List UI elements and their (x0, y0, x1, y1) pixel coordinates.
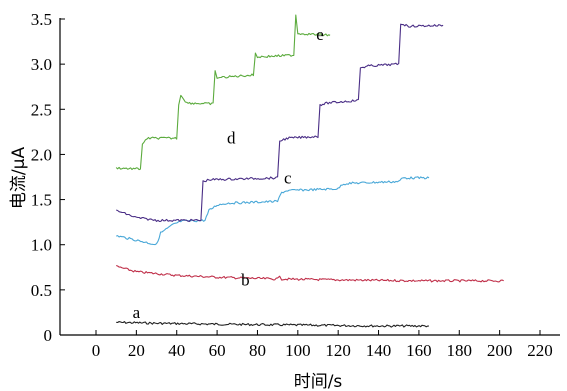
y-tick-label: 0 (44, 326, 53, 345)
x-tick-label: 0 (92, 341, 101, 360)
y-tick-label: 2.5 (31, 100, 52, 119)
y-tick-label: 2.0 (31, 145, 52, 164)
y-tick-label: 3.0 (31, 55, 52, 74)
series-d-line (116, 23, 444, 222)
y-ticks-group: 0 0.5 1.0 1.5 2.0 2.5 3.0 3.5 (31, 10, 65, 345)
series-a-line (116, 321, 430, 328)
x-tick-label: 220 (527, 341, 553, 360)
y-tick-label: 1.5 (31, 191, 52, 210)
y-axis-title: 电流/μA (9, 147, 29, 210)
x-tick-label: 40 (168, 341, 185, 360)
series-b-line (116, 264, 504, 283)
x-tick-label: 60 (209, 341, 226, 360)
curve-labels-group: a b c d e (133, 25, 324, 322)
x-tick-label: 180 (447, 341, 473, 360)
series-a-label: a (133, 303, 141, 322)
x-ticks-group: 0 20 40 60 80 100 120 140 160 180 200 220 (92, 330, 553, 360)
series-b-label: b (241, 270, 250, 289)
series-e-label: e (316, 25, 324, 44)
y-tick-label: 3.5 (31, 10, 52, 29)
series-group (115, 14, 504, 328)
x-tick-label: 200 (487, 341, 513, 360)
series-d-label: d (227, 129, 236, 148)
x-tick-label: 140 (366, 341, 392, 360)
x-tick-label: 160 (406, 341, 432, 360)
series-c-line (116, 176, 430, 246)
x-axis-title: 时间/s (294, 372, 343, 391)
y-tick-label: 1.0 (31, 236, 52, 255)
x-tick-label: 120 (325, 341, 351, 360)
series-c-label: c (284, 168, 292, 187)
series-e-line (115, 14, 331, 171)
x-tick-label: 100 (285, 341, 311, 360)
x-tick-label: 20 (128, 341, 145, 360)
y-tick-label: 0.5 (31, 281, 52, 300)
x-tick-label: 80 (249, 341, 266, 360)
